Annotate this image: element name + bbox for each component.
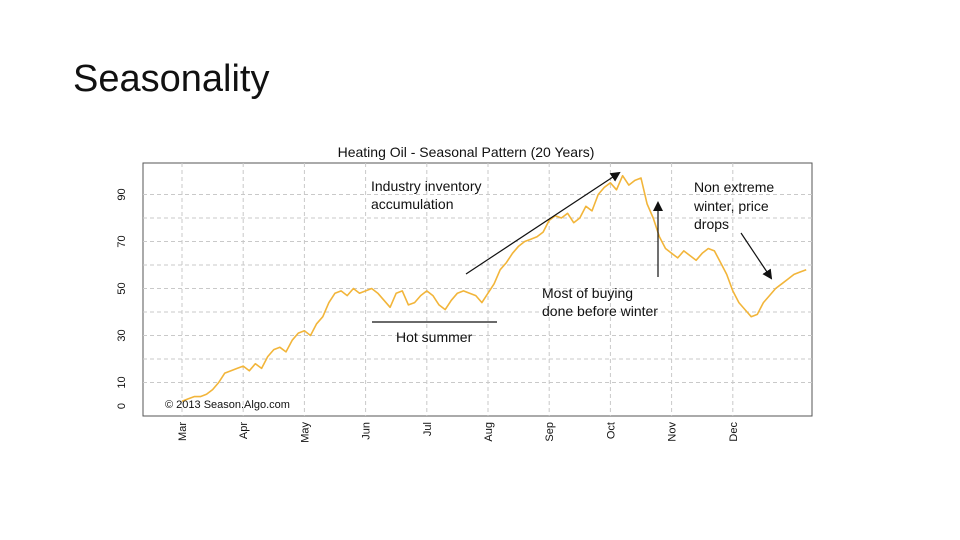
x-tick-label: Jul bbox=[422, 422, 434, 436]
chart-title: Heating Oil - Seasonal Pattern (20 Years… bbox=[338, 144, 595, 160]
annotation-inventory-line-2: accumulation bbox=[371, 196, 454, 212]
x-tick-label: Nov bbox=[667, 422, 679, 442]
annotation-winter-line-1: Non extreme bbox=[694, 179, 774, 195]
y-tick-labels: 0 10 30 50 70 90 bbox=[116, 188, 128, 409]
annotation-buying: Most of buying done before winter bbox=[542, 201, 663, 319]
x-tick-label: Mar bbox=[177, 422, 189, 441]
x-tick-label: Aug bbox=[483, 422, 495, 442]
slide-title: Seasonality bbox=[73, 58, 270, 100]
x-tick-label: Dec bbox=[728, 422, 740, 442]
x-tick-label: May bbox=[299, 422, 311, 443]
annotation-winter-line-3: drops bbox=[694, 216, 729, 232]
y-tick-label: 0 bbox=[116, 403, 128, 409]
annotation-inventory-line-1: Industry inventory bbox=[371, 178, 482, 194]
annotation-hot-summer-text: Hot summer bbox=[396, 329, 473, 345]
series-line bbox=[181, 174, 807, 403]
y-tick-label: 70 bbox=[116, 235, 128, 247]
x-tick-label: Apr bbox=[238, 422, 250, 439]
grid-lines bbox=[143, 163, 812, 416]
y-tick-label: 90 bbox=[116, 188, 128, 200]
annotation-buying-line-1: Most of buying bbox=[542, 285, 633, 301]
annotation-inventory-arrow bbox=[465, 171, 621, 275]
annotation-winter-line-2: winter, price bbox=[693, 198, 769, 214]
series-layer bbox=[181, 174, 807, 403]
y-tick-label: 50 bbox=[116, 282, 128, 294]
annotation-winter: Non extreme winter, price drops bbox=[693, 179, 774, 280]
x-tick-label: Sep bbox=[544, 422, 556, 442]
plot-frame bbox=[142, 162, 813, 417]
x-tick-labels: Mar Apr May Jun Jul Aug Sep Oct Nov Dec bbox=[177, 422, 740, 443]
annotation-winter-arrow bbox=[740, 232, 773, 280]
copyright-label: © 2013 Season.Algo.com bbox=[165, 399, 290, 411]
x-tick-label: Jun bbox=[361, 422, 373, 440]
annotation-buying-line-2: done before winter bbox=[542, 303, 658, 319]
x-tick-label: Oct bbox=[605, 422, 617, 439]
y-tick-label: 10 bbox=[116, 376, 128, 388]
y-tick-label: 30 bbox=[116, 329, 128, 341]
annotation-inventory: Industry inventory accumulation bbox=[371, 171, 621, 275]
annotation-hot-summer: Hot summer bbox=[372, 321, 497, 345]
